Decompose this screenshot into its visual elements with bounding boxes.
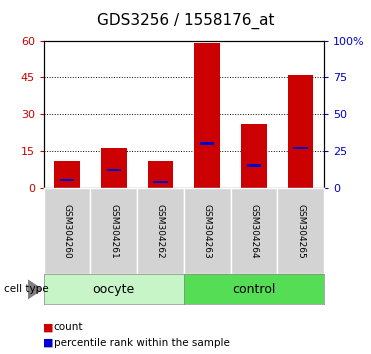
Bar bbox=[60, 179, 74, 182]
Text: control: control bbox=[232, 283, 276, 296]
Bar bbox=[101, 148, 127, 188]
Bar bbox=[148, 161, 173, 188]
Bar bbox=[288, 75, 313, 188]
Text: GSM304261: GSM304261 bbox=[109, 204, 118, 258]
Bar bbox=[247, 164, 261, 167]
Bar bbox=[200, 142, 214, 145]
Text: count: count bbox=[54, 322, 83, 332]
Text: percentile rank within the sample: percentile rank within the sample bbox=[54, 338, 230, 348]
Bar bbox=[194, 43, 220, 188]
Text: GSM304264: GSM304264 bbox=[249, 204, 258, 258]
Text: GDS3256 / 1558176_at: GDS3256 / 1558176_at bbox=[97, 12, 274, 29]
Bar bbox=[107, 169, 121, 171]
Bar bbox=[154, 181, 168, 183]
Text: ■: ■ bbox=[43, 322, 53, 332]
Text: oocyte: oocyte bbox=[93, 283, 135, 296]
Text: GSM304262: GSM304262 bbox=[156, 204, 165, 258]
Text: cell type: cell type bbox=[4, 284, 48, 295]
Text: ■: ■ bbox=[43, 338, 53, 348]
Bar bbox=[241, 124, 267, 188]
Polygon shape bbox=[28, 280, 42, 299]
Bar bbox=[54, 161, 80, 188]
Bar bbox=[293, 147, 308, 149]
Text: GSM304260: GSM304260 bbox=[63, 204, 72, 258]
Text: GSM304263: GSM304263 bbox=[203, 204, 212, 258]
Text: GSM304265: GSM304265 bbox=[296, 204, 305, 258]
